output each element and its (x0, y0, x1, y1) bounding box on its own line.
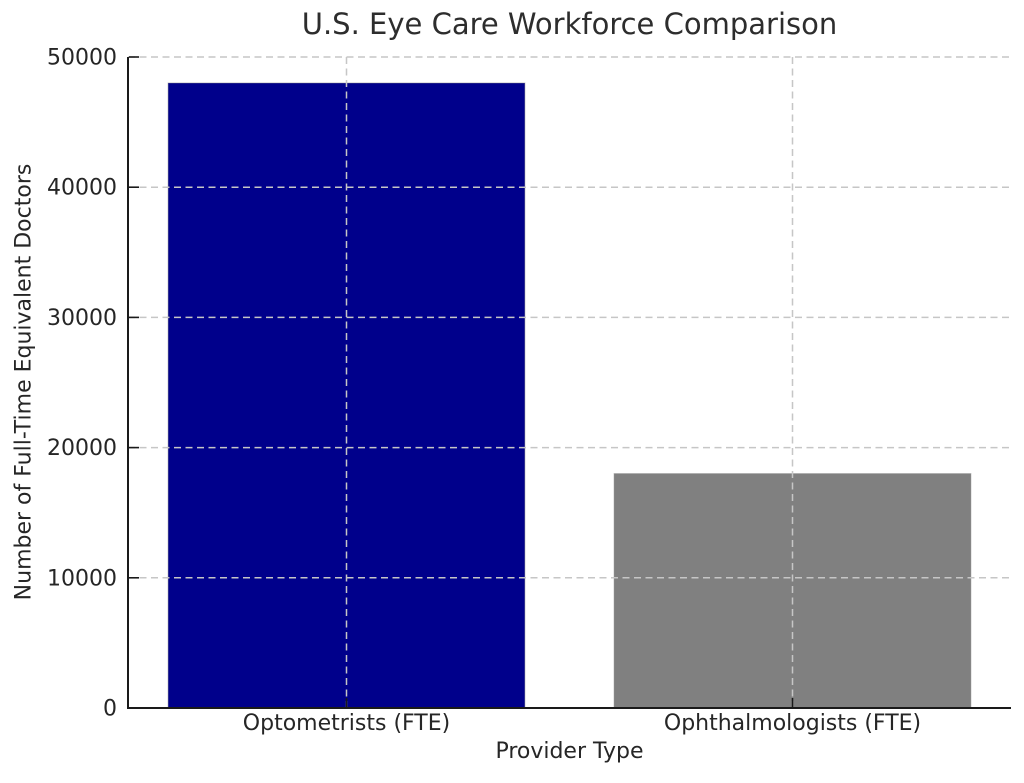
chart-title: U.S. Eye Care Workforce Comparison (301, 7, 838, 41)
gridlines-group (128, 56, 1011, 708)
y-tick-label: 40000 (47, 176, 117, 201)
tick-labels-group: 0 10000 20000 30000 40000 50000 Optometrists (… (47, 46, 921, 737)
axes-group (127, 56, 1011, 709)
y-tick-label: 0 (103, 697, 117, 722)
x-axis-label: Provider Type (495, 739, 644, 764)
y-tick-label: 20000 (47, 436, 117, 461)
bars-group (167, 82, 972, 709)
y-tick-label: 30000 (47, 306, 117, 331)
x-tick-label: Ophthalmologists (FTE) (664, 711, 921, 736)
y-tick-label: 10000 (47, 566, 117, 591)
y-axis-label: Number of Full-Time Equivalent Doctors (11, 163, 37, 601)
x-tick-label: Optometrists (FTE) (243, 711, 450, 736)
y-tick-label: 50000 (47, 46, 117, 71)
